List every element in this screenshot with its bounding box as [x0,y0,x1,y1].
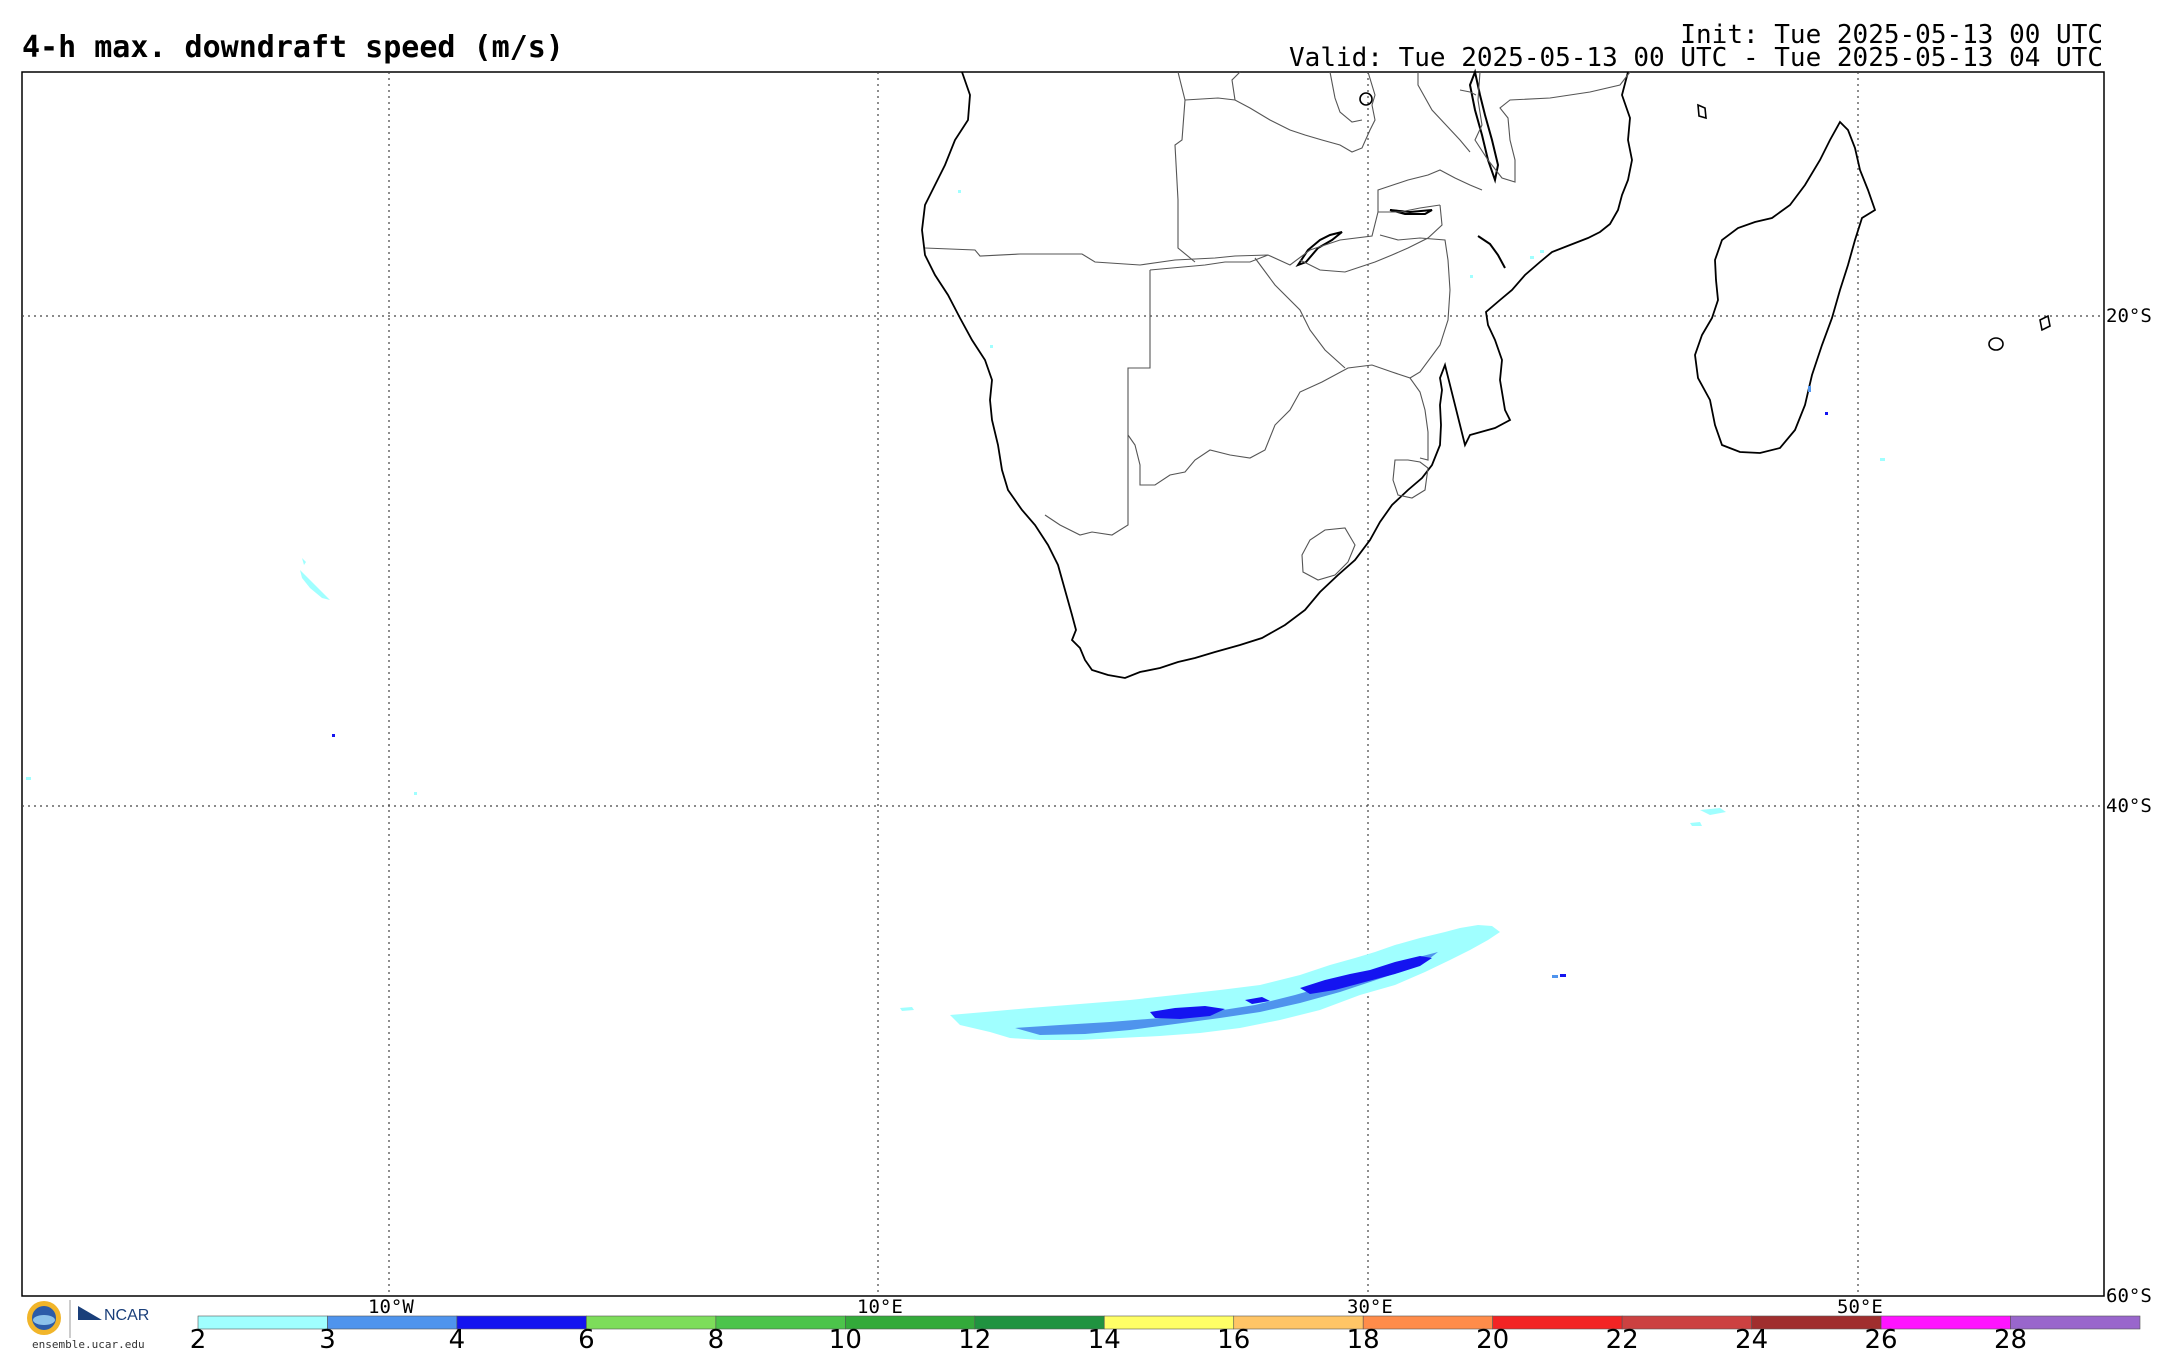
colorbar-swatch [1103,1315,1235,1330]
site-url: ensemble.ucar.edu [32,1338,145,1351]
lake-kariba [1295,231,1343,268]
colorbar-tick-label: 28 [1994,1325,2027,1354]
colorbar-swatch [327,1315,458,1330]
valid-time: Valid: Tue 2025-05-13 00 UTC - Tue 2025-… [1289,43,2103,73]
islands [1359,92,2051,351]
colorbar-swatch [1233,1315,1364,1330]
colorbar-tick-label: 14 [1088,1325,1121,1354]
island-mauritius [2039,314,2051,332]
country-borders [924,71,1631,581]
border-lesotho [1301,527,1356,581]
colorbar-swatch [1880,1315,2011,1330]
colorbar-tick-label: 12 [958,1325,991,1354]
lake-cahora-bassa [1389,209,1433,215]
lon-label-30e: 30°E [1347,1296,1393,1318]
island-reunion [1988,337,2004,351]
downdraft-speck [1560,974,1566,977]
colorbar-swatch [974,1315,1105,1330]
island-comoros [1697,103,1707,120]
downdraft-band-3 [1015,952,1438,1035]
zambezi-river [1477,235,1506,269]
colorbar-tick-label: 26 [1865,1325,1898,1354]
colorbar-tick-label: 4 [449,1325,466,1354]
colorbar-swatch [2010,1315,2141,1330]
downdraft-band-2 [950,925,1500,1040]
africa-coastline [921,71,1633,679]
colorbar-tick-label: 6 [578,1325,595,1354]
colorbar-swatch [586,1315,717,1330]
colorbar-swatch [1621,1315,1752,1330]
map-title: 4-h max. downdraft speed (m/s) [22,30,564,65]
lon-label-10e: 10°E [857,1296,903,1318]
downdraft-field [26,190,1885,1040]
colorbar-tick-label: 3 [319,1325,336,1354]
colorbar-tick-label: 22 [1606,1325,1639,1354]
lon-label-50e: 50°E [1837,1296,1883,1318]
ncar-logo-text: NCAR [104,1307,149,1324]
init-time: Init: Tue 2025-05-13 00 UTC [1680,20,2103,50]
ncar-mark-icon [78,1306,102,1320]
logo-block: NCAR [27,1300,149,1338]
colorbar-tick-label: 20 [1476,1325,1509,1354]
colorbar-swatch [715,1315,846,1330]
colorbar-swatch [197,1315,328,1330]
lakes [1295,68,1506,269]
nsf-seal-icon [27,1301,61,1335]
lat-label-60s: 60°S [2106,1285,2152,1307]
border-eswatini [1392,459,1429,499]
madagascar-coastline [1694,120,1877,454]
colorbar [197,1315,2141,1330]
colorbar-swatch [456,1315,587,1330]
colorbar-tick-label: 24 [1735,1325,1768,1354]
colorbar-tick-label: 18 [1347,1325,1380,1354]
colorbar-tick-label: 8 [708,1325,725,1354]
lake-bangweulu [1359,92,1373,106]
colorbar-tick-label: 10 [829,1325,862,1354]
colorbar-swatch [1492,1315,1623,1330]
lon-label-10w: 10°W [368,1296,414,1318]
map-frame [21,71,2105,1297]
lat-label-20s: 20°S [2106,305,2152,327]
lat-label-40s: 40°S [2106,795,2152,817]
colorbar-swatch [1751,1315,1882,1330]
graticule [22,72,2104,1296]
downdraft-band-4 [1150,1006,1225,1019]
colorbar-swatch [1362,1315,1493,1330]
lake-malawi [1468,68,1500,184]
colorbar-ticks: 2 3 4 6 8 10 12 14 16 18 20 22 24 26 28 [190,1325,2027,1354]
colorbar-tick-label: 2 [190,1325,207,1354]
colorbar-swatch [845,1315,976,1330]
colorbar-tick-label: 16 [1217,1325,1250,1354]
